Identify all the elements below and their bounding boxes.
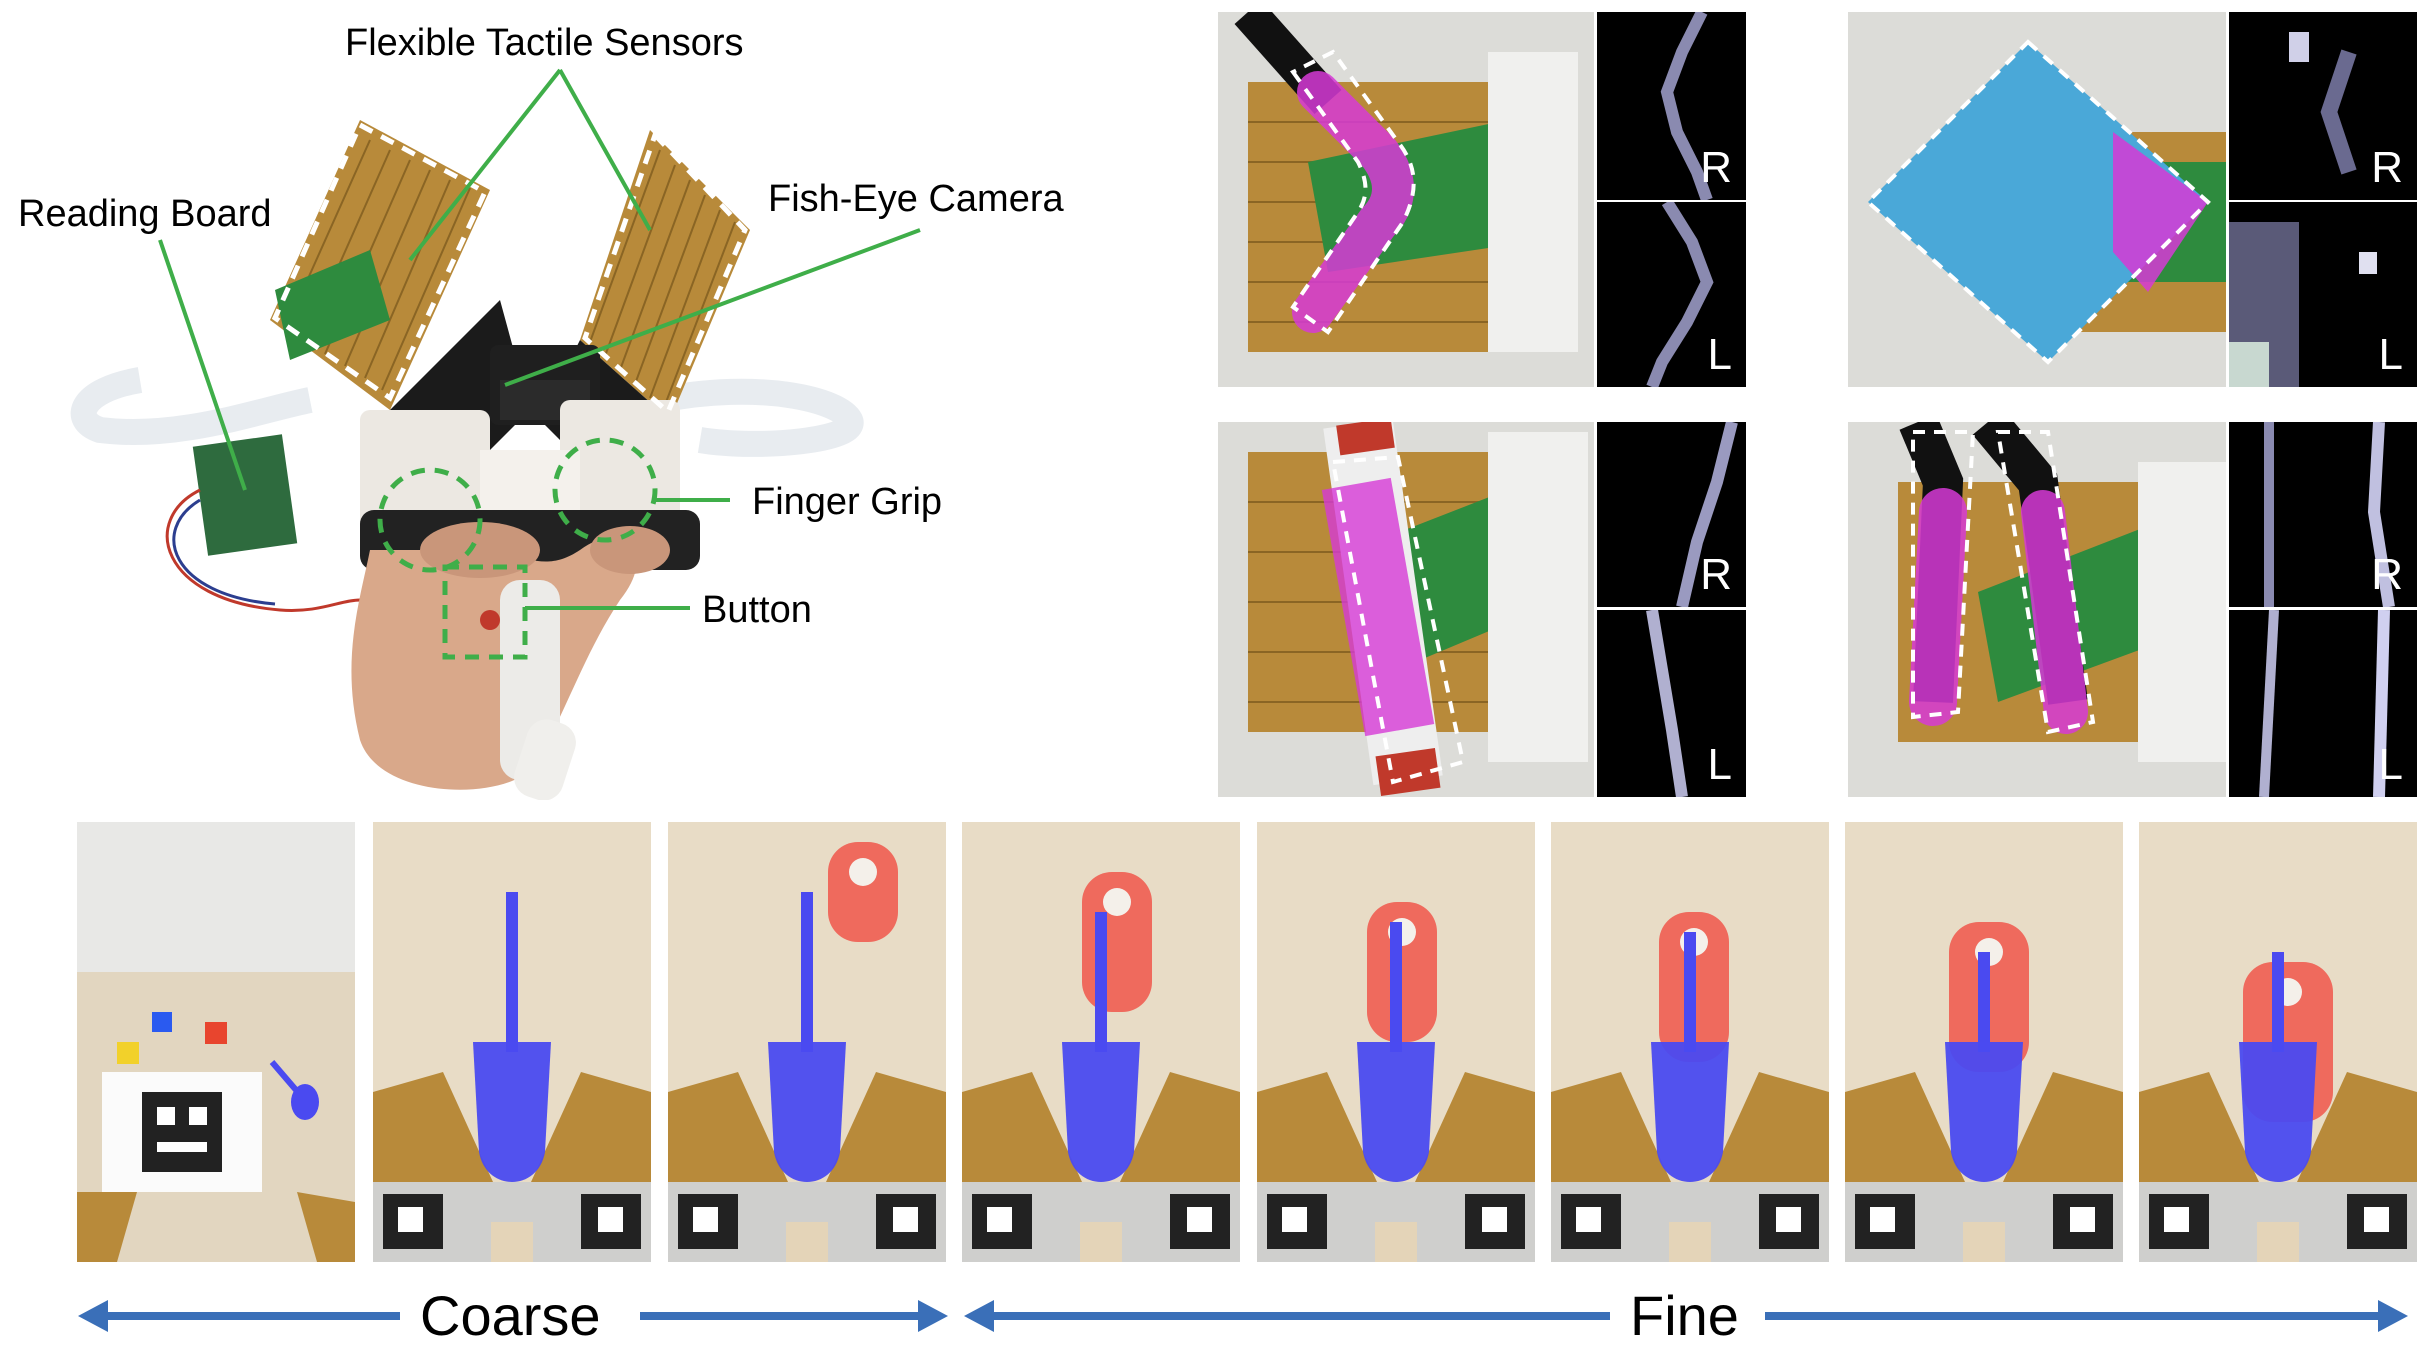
- tactile-label-l: L: [2378, 740, 2403, 789]
- frame-scene: [1845, 822, 2123, 1262]
- sequence-frame-2: [373, 822, 651, 1262]
- label-reading-board: Reading Board: [18, 193, 272, 235]
- object-photo-blue-square: [1848, 12, 2226, 387]
- tactile-label-r: R: [2371, 143, 2403, 192]
- object-illustration: [1865, 39, 2226, 365]
- timeline-label-coarse: Coarse: [402, 1288, 619, 1344]
- sequence-frame-1: [77, 822, 355, 1262]
- tactile-trace: [2289, 32, 2357, 175]
- tactile-label-r: R: [1700, 143, 1732, 192]
- device-illustration: [70, 120, 864, 800]
- tactile-label-l: L: [1707, 740, 1732, 789]
- tactile-label-l: L: [2378, 330, 2403, 379]
- label-flexible-tactile-sensors: Flexible Tactile Sensors: [345, 22, 744, 64]
- tactile-trace: [2264, 422, 2395, 607]
- label-button: Button: [702, 589, 812, 631]
- frame-scene: [1551, 822, 1829, 1262]
- frame-scene: [668, 822, 946, 1262]
- tactile-trace: [1660, 12, 1713, 200]
- frame-scene: [373, 822, 651, 1262]
- tactile-trace: [2229, 222, 2377, 387]
- sequence-frame-6: [1551, 822, 1829, 1262]
- timeline-label-fine: Fine: [1612, 1288, 1757, 1344]
- object-illustration: [1248, 422, 1588, 796]
- tactile-trace: [1646, 610, 1688, 797]
- tactile-map-right-d: R: [2229, 422, 2417, 607]
- tactile-trace: [2259, 610, 2390, 797]
- frame-scene: [962, 822, 1240, 1262]
- label-finger-grip: Finger Grip: [752, 481, 943, 523]
- tactile-map-left-c: L: [1597, 610, 1746, 797]
- object-photo-marker: [1218, 422, 1594, 797]
- object-illustration: [1898, 422, 2226, 762]
- sequence-frame-3: [668, 822, 946, 1262]
- sequence-frame-4: [962, 822, 1240, 1262]
- tactile-map-left-a: L: [1597, 202, 1746, 387]
- sequence-frame-8: [2139, 822, 2417, 1262]
- device-photo: [60, 80, 1140, 800]
- tactile-map-left-d: L: [2229, 610, 2417, 797]
- object-photo-tongs: [1848, 422, 2226, 797]
- frame-scene: [1257, 822, 1535, 1262]
- tactile-label-r: R: [2371, 550, 2403, 599]
- object-illustration: [1234, 12, 1578, 352]
- object-photo-bent-tool: [1218, 12, 1594, 387]
- timeline-arrows: [78, 1300, 2408, 1332]
- scene-overview: [77, 822, 355, 1262]
- label-fish-eye-camera: Fish-Eye Camera: [768, 178, 1064, 220]
- tactile-map-right-c: R: [1597, 422, 1746, 607]
- tactile-label-r: R: [1700, 550, 1732, 599]
- tactile-trace: [1646, 202, 1714, 387]
- tactile-map-right-b: R: [2229, 12, 2417, 200]
- sequence-frame-5: [1257, 822, 1535, 1262]
- tactile-trace: [1676, 422, 1738, 607]
- tactile-map-right-a: R: [1597, 12, 1746, 200]
- tactile-label-l: L: [1707, 330, 1732, 379]
- callout-lines: [158, 68, 921, 610]
- frame-scene: [2139, 822, 2417, 1262]
- tactile-map-left-b: L: [2229, 202, 2417, 387]
- sequence-frame-7: [1845, 822, 2123, 1262]
